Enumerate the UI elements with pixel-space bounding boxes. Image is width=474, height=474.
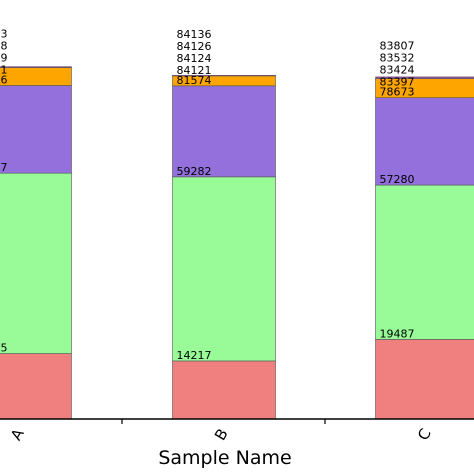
value-label-B-2: 59282: [177, 165, 212, 178]
x-tick-label-A: A: [7, 425, 28, 444]
value-label-A-1: 16025: [0, 342, 8, 355]
bar-segment-A-7: [0, 66, 72, 68]
value-label-A-5: 86129: [0, 52, 8, 65]
bar-segment-C-7: [375, 76, 474, 78]
bar-segment-B-1: [172, 360, 276, 420]
value-label-A-7: 86303: [0, 28, 8, 41]
value-label-C-6: 83532: [380, 52, 415, 65]
bar-segment-B-2: [172, 176, 276, 362]
value-label-A-2: 60187: [0, 161, 8, 174]
value-label-A-6: 86138: [0, 40, 8, 53]
value-label-B-1: 14217: [177, 349, 212, 362]
bar-segment-C-2: [375, 184, 474, 340]
bar-segment-A-4: [0, 67, 72, 86]
x-axis-title: Sample Name: [158, 447, 291, 469]
bar-segment-C-3: [375, 97, 474, 186]
x-tick-label-B: B: [211, 426, 232, 444]
value-label-C-7: 83807: [380, 40, 415, 53]
bar-segment-C-1: [375, 339, 474, 420]
value-label-C-5: 83424: [380, 64, 415, 77]
value-label-A-4: 86091: [0, 64, 8, 77]
value-label-B-7: 84136: [177, 28, 212, 41]
value-label-B-5: 84124: [177, 52, 212, 65]
x-ticks-layer: A B C: [7, 419, 435, 444]
value-label-C-3: 78673: [380, 86, 415, 99]
bar-segment-A-1: [0, 353, 72, 420]
value-label-B-4: 84121: [177, 64, 212, 77]
value-label-C-4: 83397: [380, 76, 415, 89]
value-label-A-3: 81646: [0, 74, 8, 87]
bar-segment-B-7: [172, 75, 276, 77]
value-label-C-1: 19487: [380, 327, 415, 340]
bars-layer: [0, 66, 474, 420]
x-tick-label-C: C: [414, 425, 435, 443]
value-label-B-6: 84126: [177, 40, 212, 53]
value-label-B-3: 81574: [177, 74, 212, 87]
value-label-C-2: 57280: [380, 173, 415, 186]
bar-segment-A-3: [0, 85, 72, 174]
bar-segment-A-2: [0, 172, 72, 354]
bar-segment-B-3: [172, 85, 276, 178]
value-labels-layer: 16025 60187 8164686091861298613886303 14217…: [0, 28, 415, 362]
